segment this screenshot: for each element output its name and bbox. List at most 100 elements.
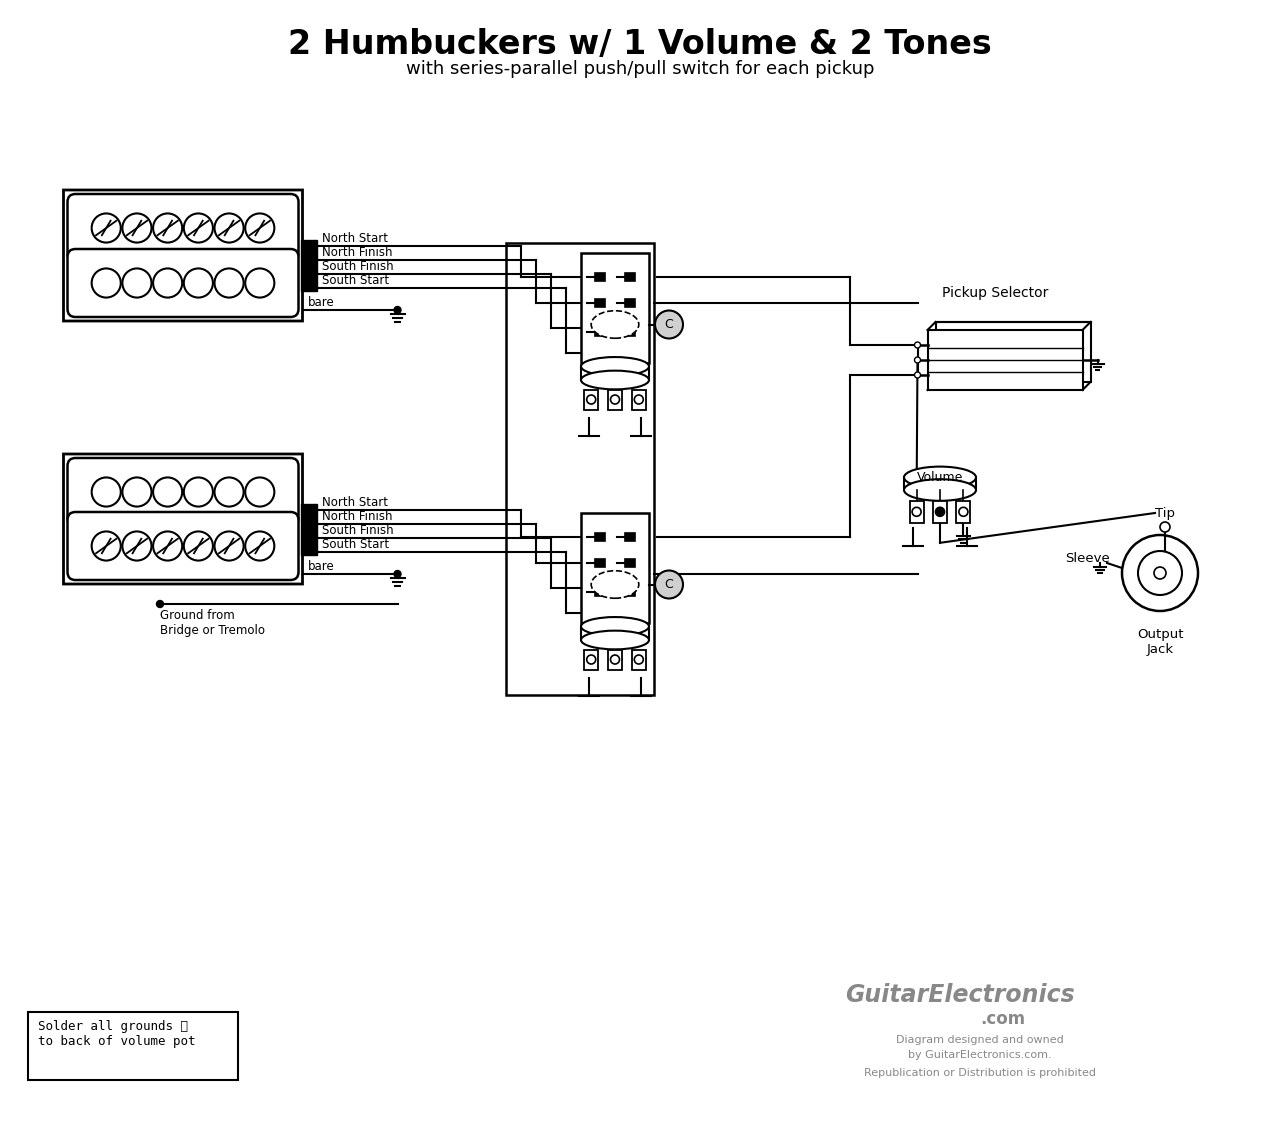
Bar — [584, 389, 598, 409]
Bar — [581, 513, 649, 623]
Text: North Start: North Start — [321, 496, 388, 509]
Circle shape — [586, 655, 595, 664]
Bar — [904, 477, 977, 490]
Circle shape — [215, 531, 243, 561]
Circle shape — [92, 477, 120, 506]
Circle shape — [937, 509, 943, 515]
Bar — [595, 558, 605, 566]
Circle shape — [246, 531, 274, 561]
Bar — [28, 1012, 238, 1079]
Circle shape — [215, 213, 243, 243]
Bar — [625, 273, 635, 281]
Bar — [625, 299, 635, 307]
Circle shape — [184, 531, 212, 561]
Bar — [956, 501, 970, 522]
Circle shape — [655, 571, 684, 599]
Circle shape — [936, 508, 945, 517]
Ellipse shape — [581, 617, 649, 636]
Bar — [936, 321, 1091, 382]
Circle shape — [635, 395, 644, 404]
Bar — [632, 650, 646, 670]
Circle shape — [913, 508, 922, 517]
Bar — [581, 253, 649, 363]
Bar — [625, 534, 635, 541]
Text: Volume: Volume — [916, 470, 963, 484]
Circle shape — [92, 213, 120, 243]
Text: Diagram designed and owned: Diagram designed and owned — [896, 1036, 1064, 1045]
Circle shape — [154, 477, 182, 506]
Ellipse shape — [591, 571, 639, 598]
Text: Sleeve: Sleeve — [1065, 552, 1110, 564]
Circle shape — [1138, 550, 1181, 594]
Circle shape — [246, 477, 274, 506]
Text: Pickup Selector: Pickup Selector — [942, 287, 1048, 300]
Circle shape — [246, 268, 274, 298]
Circle shape — [156, 600, 164, 608]
Bar — [584, 650, 598, 670]
Bar — [301, 504, 316, 555]
FancyBboxPatch shape — [68, 512, 298, 580]
Bar — [595, 273, 605, 281]
Text: .com: .com — [980, 1010, 1025, 1028]
Bar — [625, 558, 635, 566]
Text: South Start: South Start — [321, 274, 389, 287]
Circle shape — [1123, 535, 1198, 611]
Bar — [595, 299, 605, 307]
Circle shape — [586, 395, 595, 404]
Circle shape — [215, 477, 243, 506]
Bar — [595, 328, 605, 336]
Circle shape — [123, 213, 151, 243]
Text: by GuitarElectronics.com.: by GuitarElectronics.com. — [909, 1050, 1052, 1060]
Bar — [910, 501, 924, 522]
Bar — [608, 389, 622, 409]
Text: 2 Humbuckers w/ 1 Volume & 2 Tones: 2 Humbuckers w/ 1 Volume & 2 Tones — [288, 28, 992, 61]
Circle shape — [394, 307, 401, 314]
Circle shape — [123, 268, 151, 298]
Ellipse shape — [904, 479, 977, 501]
Circle shape — [154, 213, 182, 243]
Circle shape — [92, 268, 120, 298]
Text: South Finish: South Finish — [321, 259, 393, 273]
Text: C: C — [664, 318, 673, 331]
Bar — [581, 367, 649, 380]
Ellipse shape — [591, 310, 639, 338]
Text: Solder all grounds ⏚
to back of volume pot: Solder all grounds ⏚ to back of volume p… — [38, 1020, 196, 1048]
Text: South Finish: South Finish — [321, 525, 393, 537]
Text: C: C — [664, 578, 673, 591]
Ellipse shape — [581, 631, 649, 650]
Bar — [301, 240, 316, 291]
Bar — [608, 650, 622, 670]
Bar — [632, 389, 646, 409]
Circle shape — [394, 571, 401, 578]
Circle shape — [92, 531, 120, 561]
Circle shape — [611, 655, 620, 664]
Text: North Finish: North Finish — [321, 246, 392, 259]
Ellipse shape — [581, 371, 649, 389]
Circle shape — [154, 531, 182, 561]
Text: Tip: Tip — [1155, 506, 1175, 520]
Bar — [625, 328, 635, 336]
Bar — [625, 588, 635, 597]
Circle shape — [914, 372, 920, 378]
Circle shape — [154, 268, 182, 298]
Bar — [595, 534, 605, 541]
FancyBboxPatch shape — [68, 249, 298, 317]
Circle shape — [184, 477, 212, 506]
Text: bare: bare — [307, 296, 334, 309]
Circle shape — [914, 356, 920, 363]
Circle shape — [959, 508, 968, 517]
Bar — [595, 588, 605, 597]
Circle shape — [184, 268, 212, 298]
Circle shape — [635, 655, 644, 664]
Circle shape — [655, 310, 684, 338]
Circle shape — [1160, 522, 1170, 532]
Circle shape — [246, 213, 274, 243]
FancyBboxPatch shape — [68, 458, 298, 526]
Circle shape — [123, 531, 151, 561]
Circle shape — [1155, 567, 1166, 579]
Text: Republication or Distribution is prohibited: Republication or Distribution is prohibi… — [864, 1068, 1096, 1078]
Ellipse shape — [904, 467, 977, 488]
Text: Output
Jack: Output Jack — [1137, 628, 1183, 656]
Circle shape — [215, 268, 243, 298]
Circle shape — [123, 477, 151, 506]
